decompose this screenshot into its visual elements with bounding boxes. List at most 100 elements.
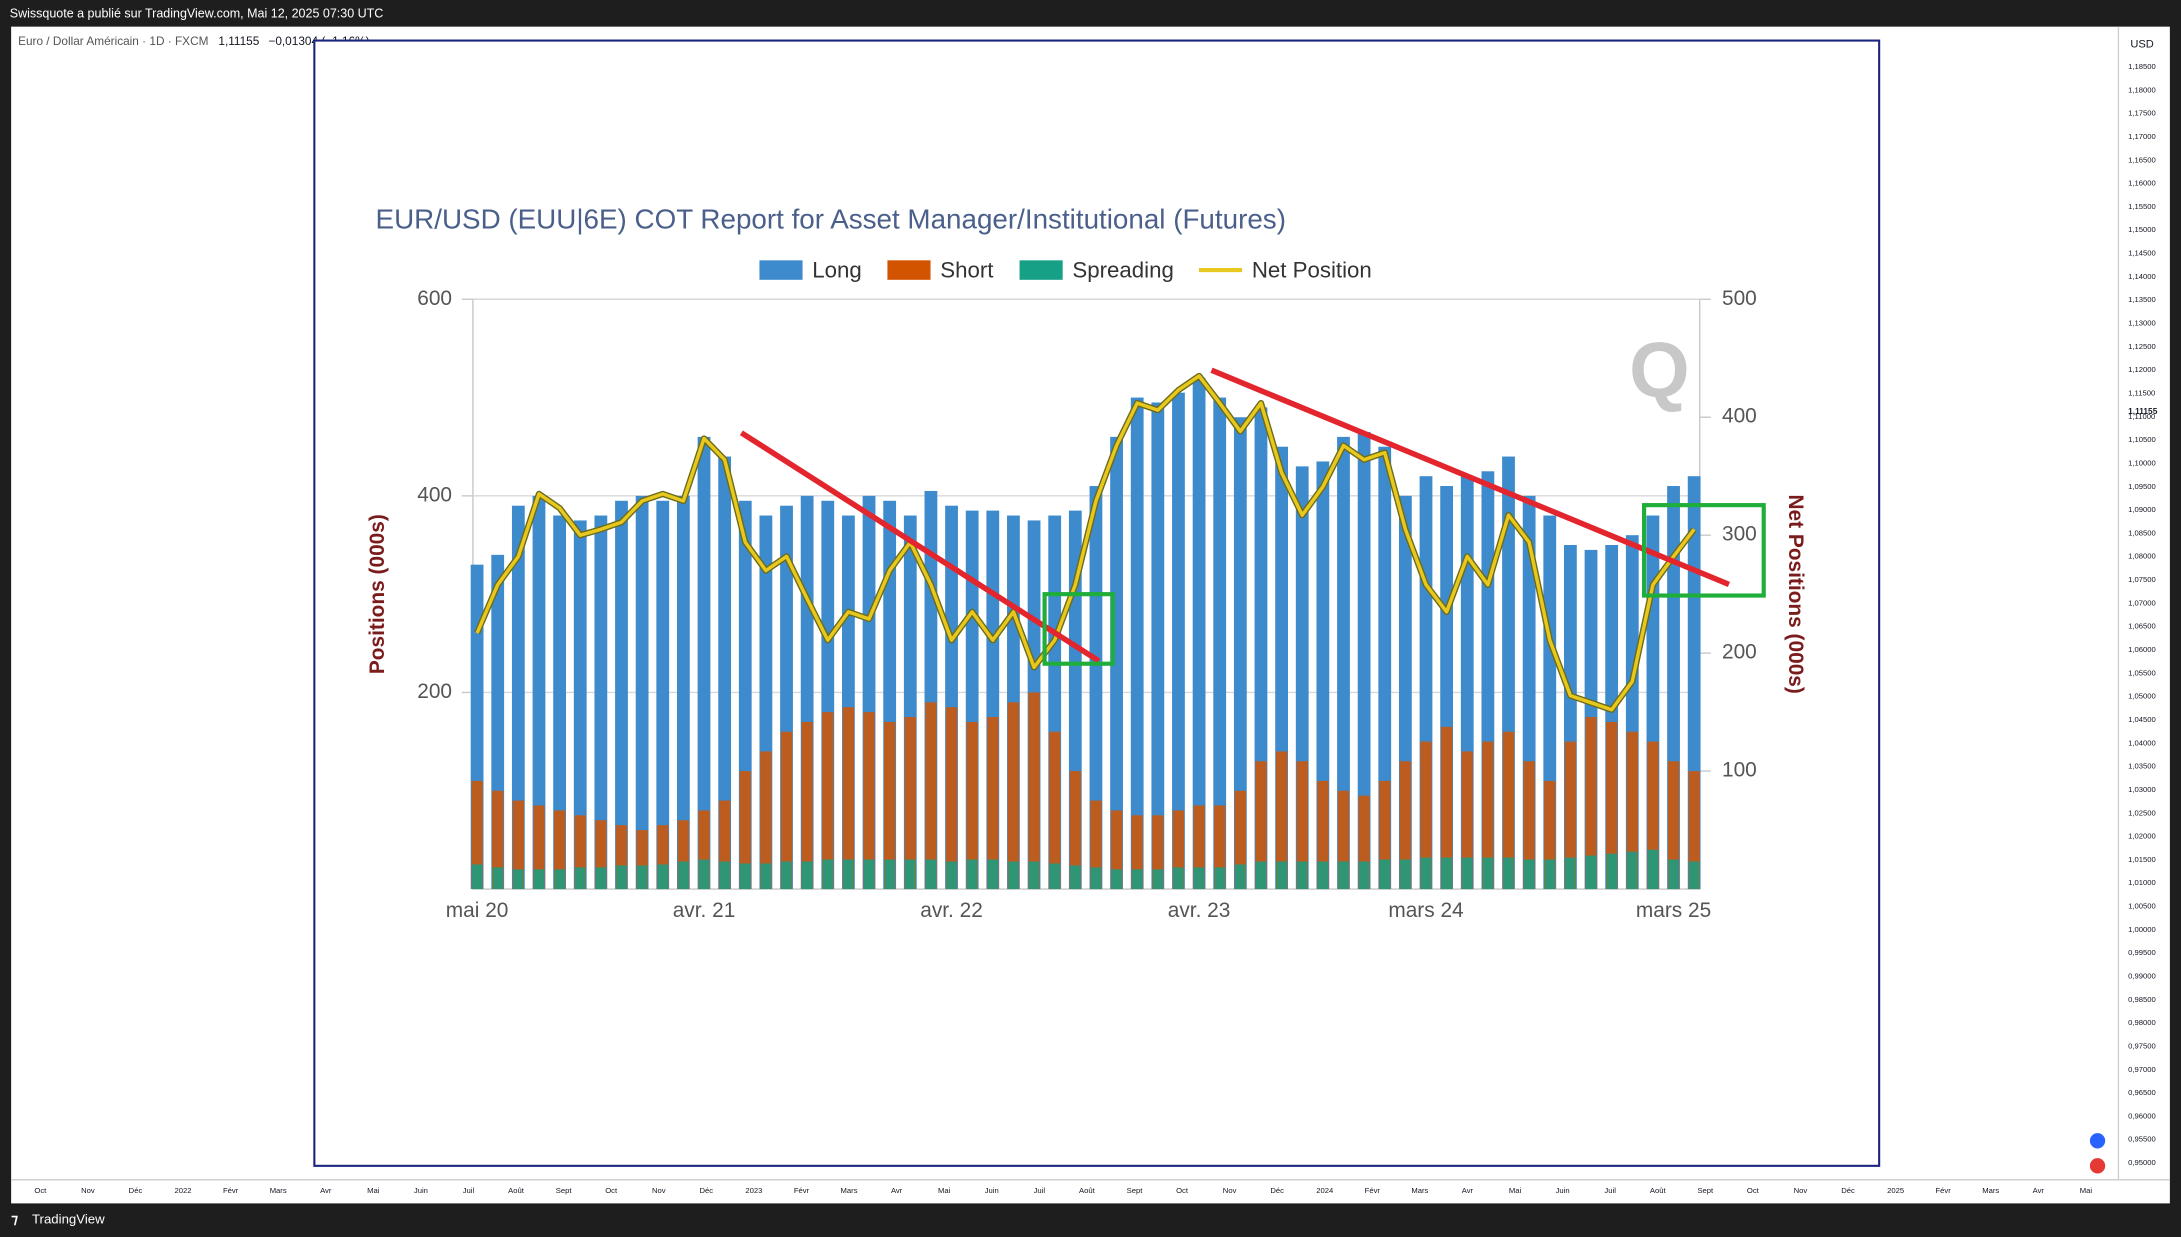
bar — [904, 717, 916, 890]
bar — [573, 520, 587, 890]
bar — [987, 717, 999, 890]
currency[interactable]: USD — [2130, 39, 2153, 51]
footer-brand: TradingView — [32, 1212, 105, 1227]
price-tick-label: 1,08000 — [2128, 552, 2156, 561]
footer-logo: ⁊ — [11, 1211, 18, 1227]
price-tick-label: 1,01500 — [2128, 855, 2156, 864]
bar — [1337, 790, 1350, 890]
bar — [1214, 805, 1226, 890]
bar — [513, 869, 524, 890]
watermark: Q — [1629, 325, 1690, 413]
bar — [1544, 859, 1555, 890]
bar — [1192, 377, 1206, 890]
trend-line — [739, 430, 1101, 664]
price-tick-label: 1,16000 — [2128, 179, 2156, 188]
bar — [863, 859, 875, 890]
time-tick-label: Juin — [1556, 1186, 1570, 1195]
time-tick-label: Juil — [463, 1186, 475, 1195]
time-tick-label: Nov — [1223, 1186, 1237, 1195]
symbol-price: 1,11155 — [218, 34, 259, 48]
bar — [925, 702, 937, 890]
time-tick-label: Juin — [985, 1186, 999, 1195]
bar — [1503, 857, 1514, 890]
bar — [760, 863, 772, 890]
flag-icon[interactable] — [2088, 1156, 2107, 1175]
bar — [1132, 869, 1143, 890]
bar — [1502, 731, 1515, 890]
bar — [532, 495, 546, 890]
bar — [1358, 795, 1370, 890]
time-tick-label: Nov — [1794, 1186, 1808, 1195]
price-tick-label: 1,10500 — [2128, 435, 2156, 444]
legend-label: Long — [812, 257, 862, 282]
price-tick-label: 0,99500 — [2128, 948, 2156, 957]
bar — [1193, 805, 1205, 890]
price-tick-label: 1,17500 — [2128, 109, 2156, 118]
y2-axis-title: Net Positions (000s) — [1784, 494, 1807, 693]
bar — [1379, 780, 1391, 890]
bar — [1049, 731, 1061, 890]
bar — [780, 731, 793, 890]
bar — [1007, 702, 1020, 890]
bar — [676, 495, 690, 890]
bar — [1338, 861, 1349, 890]
time-tick-label: Sept — [1127, 1186, 1144, 1195]
time-tick-label: Août — [1650, 1186, 1667, 1195]
time-tick-label: Nov — [652, 1186, 666, 1195]
price-tick-label: 0,95000 — [2128, 1158, 2156, 1167]
net-line — [475, 374, 1696, 712]
bar — [1399, 761, 1412, 890]
bar — [698, 859, 710, 890]
bar — [554, 869, 565, 890]
price-tick-label: 1,01000 — [2128, 878, 2156, 887]
y-axis-title: Positions (000s) — [366, 514, 389, 674]
bar — [863, 712, 875, 890]
bar — [698, 810, 710, 890]
bar — [1152, 815, 1164, 890]
y-tick-label: 600 — [417, 287, 452, 310]
bar — [740, 863, 751, 890]
price-tick-label: 1,05000 — [2128, 692, 2156, 701]
price-tick-label: 1,14500 — [2128, 249, 2156, 258]
price-tick-label: 1,15000 — [2128, 225, 2156, 234]
price-tick-label: 1,08500 — [2128, 528, 2156, 537]
bar — [1357, 431, 1371, 890]
bar — [1400, 859, 1411, 890]
price-tick-label: 1,09500 — [2128, 482, 2156, 491]
price-tick-label: 1,07000 — [2128, 598, 2156, 607]
price-tick-label: 1,06500 — [2128, 622, 2156, 631]
y2-tick-label: 200 — [1722, 641, 1757, 664]
bar — [512, 800, 525, 890]
time-tick-label: Avr — [320, 1186, 332, 1195]
time-tick-label: Avr — [2033, 1186, 2045, 1195]
bar — [1296, 761, 1308, 890]
bar — [1379, 859, 1390, 890]
bar — [553, 515, 567, 890]
time-tick-label: Mai — [1509, 1186, 1522, 1195]
time-tick-label: Déc — [1270, 1186, 1284, 1195]
bar — [1193, 867, 1205, 890]
bar — [967, 859, 978, 890]
bar — [1523, 761, 1535, 890]
symbol-name[interactable]: Euro / Dollar Américain · 1D · FXCM — [18, 34, 208, 48]
bar — [1255, 861, 1267, 890]
bar — [1647, 741, 1659, 890]
price-tick-label: 1,10000 — [2128, 458, 2156, 467]
bar — [1482, 857, 1494, 890]
bar — [822, 712, 834, 890]
price-tick-label: 0,97000 — [2128, 1065, 2156, 1074]
bar — [987, 859, 998, 890]
bar — [781, 861, 792, 890]
bar — [1110, 810, 1123, 890]
time-tick-label: Mars — [841, 1186, 858, 1195]
y2-tick-label: 300 — [1722, 523, 1757, 546]
bar — [966, 721, 978, 890]
bar — [1317, 861, 1329, 890]
price-tick-label: 1,04000 — [2128, 738, 2156, 747]
time-tick-label: 2023 — [745, 1186, 762, 1195]
time-tick-label: Mai — [367, 1186, 380, 1195]
flag-icon[interactable] — [2088, 1131, 2107, 1150]
bar — [1089, 486, 1103, 890]
bar — [1440, 726, 1453, 890]
bar — [1111, 869, 1122, 890]
